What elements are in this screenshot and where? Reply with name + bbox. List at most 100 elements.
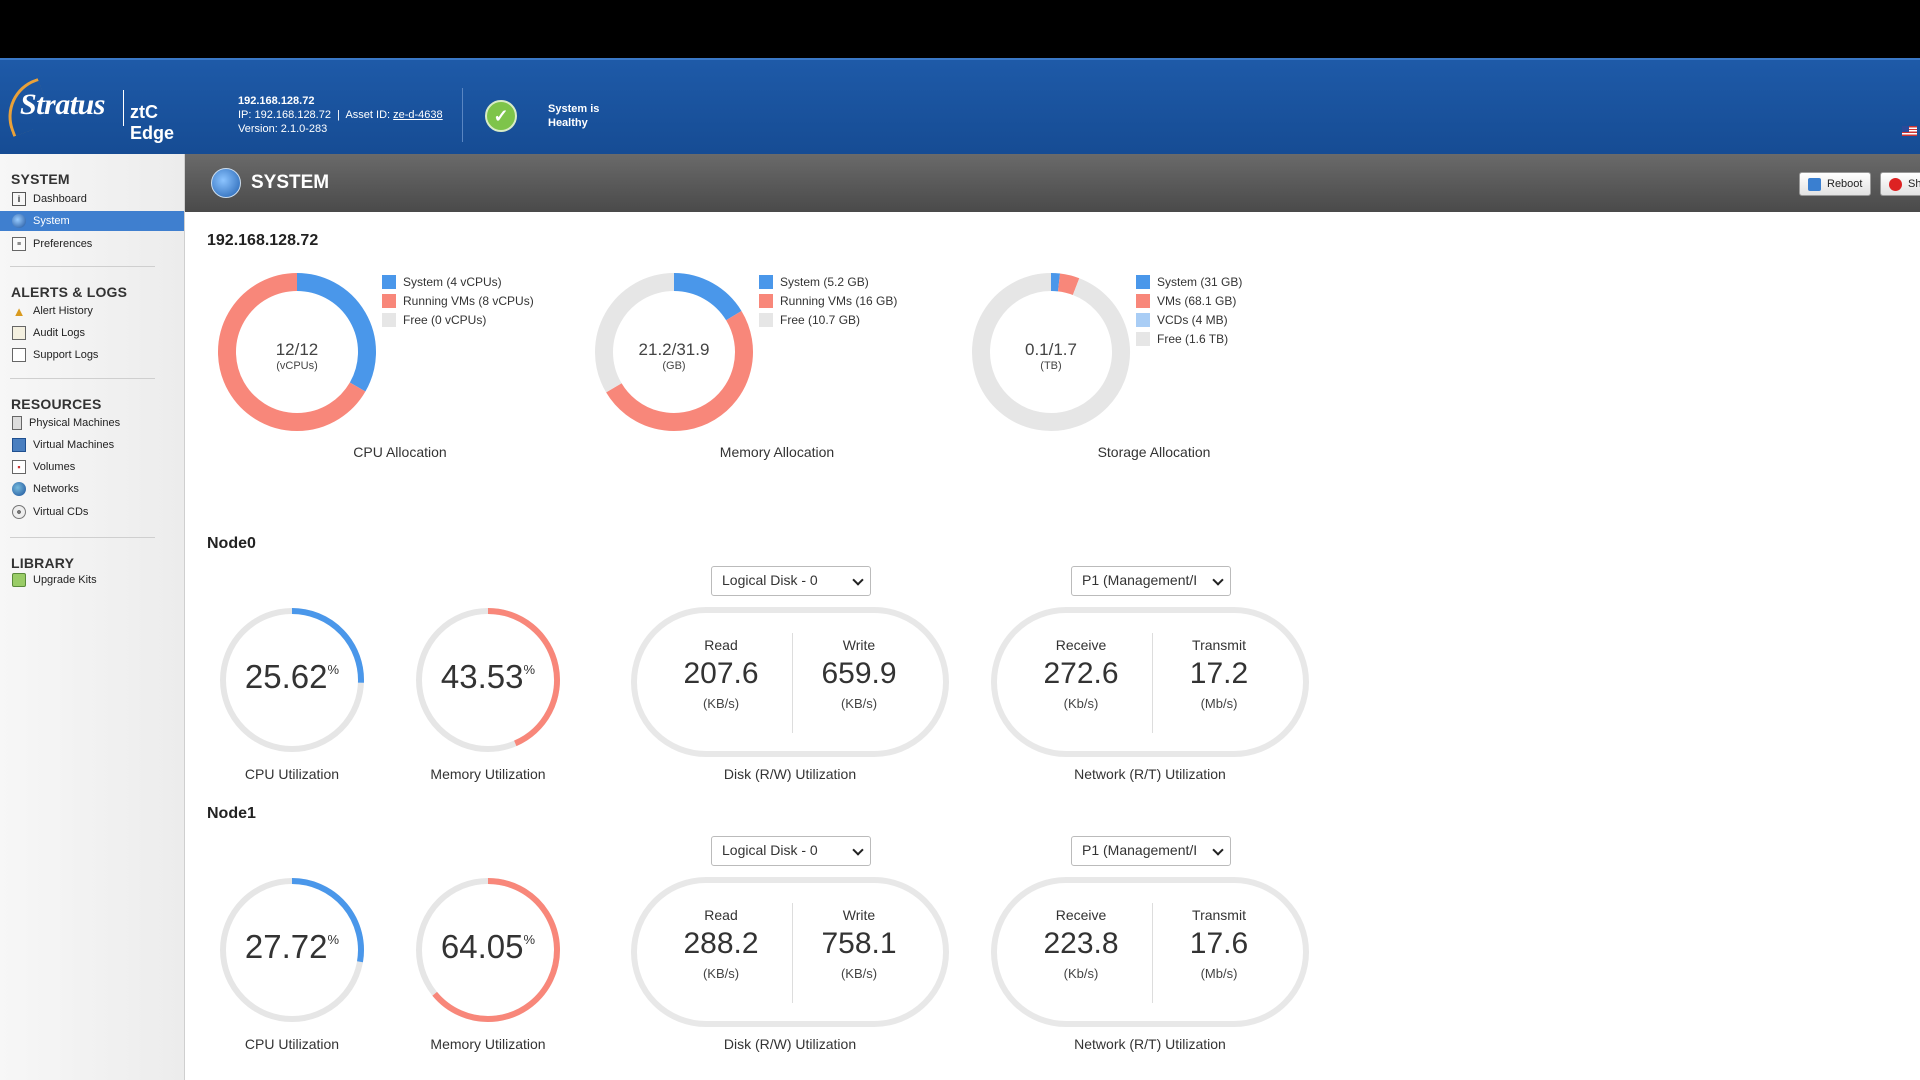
write-value: 758.1	[821, 927, 897, 960]
sidebar-item-label: Virtual CDs	[33, 506, 89, 518]
network-globe-icon	[12, 482, 26, 496]
cd-icon	[12, 505, 26, 519]
node1-network-receive: Receive 223.8 (Kb/s)	[1011, 907, 1151, 981]
node0-network-caption: Network (R/T) Utilization	[1074, 766, 1226, 782]
transmit-unit: (Mb/s)	[1200, 696, 1238, 711]
transmit-label: Transmit	[1192, 907, 1246, 923]
upgrade-kit-icon	[12, 573, 26, 587]
legend-swatch	[1136, 312, 1150, 327]
legend-item: Running VMs (8 vCPUs)	[382, 291, 534, 310]
sidebar-divider	[10, 537, 155, 538]
read-value: 207.6	[683, 657, 759, 690]
chevron-down-icon	[852, 574, 864, 586]
sidebar-item-virtual-machines[interactable]: Virtual Machines	[12, 435, 184, 455]
sidebar-item-label: Virtual Machines	[33, 439, 115, 451]
sidebar-divider	[10, 378, 155, 379]
node1-memory-value: 64.05%	[413, 928, 563, 966]
sidebar-section-library: LIBRARY	[11, 555, 75, 571]
alert-bell-icon: ▲	[12, 303, 26, 319]
receive-value: 223.8	[1043, 927, 1119, 960]
legend-label: System (31 GB)	[1157, 274, 1243, 289]
donut-segment	[296, 273, 376, 392]
legend-swatch	[1136, 274, 1150, 289]
node1-cpu-number: 27.72	[244, 928, 328, 965]
legend-item: System (31 GB)	[1136, 272, 1242, 291]
sidebar-item-audit-logs[interactable]: Audit Logs	[12, 323, 184, 343]
legend-item: Running VMs (16 GB)	[759, 291, 897, 310]
shutdown-button[interactable]: Shu	[1880, 172, 1920, 196]
transmit-label: Transmit	[1192, 637, 1246, 653]
server-icon	[12, 416, 22, 430]
node1-disk-select-value: Logical Disk - 0	[722, 842, 818, 858]
receive-unit: (Kb/s)	[1063, 966, 1099, 981]
donut-segment	[606, 310, 753, 431]
sidebar-section-resources: RESOURCES	[11, 396, 102, 412]
node1-disk-select[interactable]: Logical Disk - 0	[711, 836, 871, 866]
top-black-bar	[0, 0, 1920, 58]
sidebar-item-networks[interactable]: Networks	[12, 479, 184, 499]
node1-network-select[interactable]: P1 (Management/I	[1071, 836, 1231, 866]
percent-sign: %	[523, 662, 536, 677]
read-unit: (KB/s)	[702, 966, 740, 981]
sidebar-item-label: Physical Machines	[29, 417, 121, 429]
ip-asset-label: IP: 192.168.128.72 | Asset ID:	[238, 109, 394, 121]
receive-label: Receive	[1055, 637, 1107, 653]
health-status: System is Healthy	[548, 103, 600, 129]
sidebar-item-label: Volumes	[33, 461, 76, 473]
write-unit: (KB/s)	[840, 696, 878, 711]
system-info: 192.168.128.72 IP: 192.168.128.72 | Asse…	[238, 94, 443, 136]
sidebar: SYSTEM i Dashboard System ≡ Preferences AL…	[0, 154, 185, 1080]
page-title: SYSTEM	[251, 172, 330, 193]
pill-divider	[1152, 903, 1153, 1003]
percent-sign: %	[523, 932, 536, 947]
donut-segment	[595, 273, 675, 393]
globe-icon	[12, 214, 26, 228]
memory-allocation-caption: Memory Allocation	[719, 444, 835, 460]
donut-segment	[1057, 273, 1080, 296]
sidebar-section-alerts: ALERTS & LOGS	[11, 284, 128, 300]
chevron-down-icon	[852, 844, 864, 856]
shutdown-label: Shu	[1908, 178, 1920, 190]
node0-disk-select[interactable]: Logical Disk - 0	[711, 566, 871, 596]
reboot-button[interactable]: Reboot	[1799, 172, 1872, 196]
receive-unit: (Kb/s)	[1063, 696, 1099, 711]
node0-network-select-value: P1 (Management/I	[1082, 572, 1198, 588]
node0-disk-caption: Disk (R/W) Utilization	[723, 766, 857, 782]
sidebar-item-volumes[interactable]: ▪ Volumes	[12, 457, 184, 477]
memory-allocation-value: 21.2/31.9	[638, 340, 710, 359]
sidebar-item-upgrade-kits[interactable]: Upgrade Kits	[12, 570, 184, 590]
cpu-allocation-caption: CPU Allocation	[353, 444, 447, 460]
asset-id-link[interactable]: ze-d-4638	[393, 109, 443, 121]
reboot-label: Reboot	[1827, 178, 1863, 190]
node1-network-caption: Network (R/T) Utilization	[1074, 1036, 1226, 1052]
node1-memory-caption: Memory Utilization	[430, 1036, 546, 1052]
sidebar-item-label: System	[33, 215, 70, 227]
read-unit: (KB/s)	[702, 696, 740, 711]
sidebar-item-alert-history[interactable]: ▲ Alert History	[12, 301, 184, 321]
us-flag-icon[interactable]	[1902, 126, 1917, 136]
sidebar-item-support-logs[interactable]: Support Logs	[12, 345, 184, 365]
node0-network-select[interactable]: P1 (Management/I	[1071, 566, 1231, 596]
sidebar-item-virtual-cds[interactable]: Virtual CDs	[12, 502, 184, 522]
stratus-logo[interactable]: Stratus ztC Edge	[0, 78, 194, 143]
sidebar-item-dashboard[interactable]: i Dashboard	[12, 189, 184, 209]
write-unit: (KB/s)	[840, 966, 878, 981]
write-label: Write	[842, 907, 876, 923]
system-globe-icon	[211, 168, 241, 198]
node1-cpu-gauge	[220, 878, 364, 1022]
node1-disk-read: Read 288.2 (KB/s)	[651, 907, 791, 981]
sidebar-item-system[interactable]: System	[0, 211, 184, 231]
percent-sign: %	[327, 932, 340, 947]
sidebar-item-physical-machines[interactable]: Physical Machines	[12, 413, 184, 433]
node0-cpu-gauge	[220, 608, 364, 752]
node0-cpu-value: 25.62%	[217, 658, 367, 696]
sidebar-item-preferences[interactable]: ≡ Preferences	[12, 234, 184, 254]
donut-segment	[673, 273, 742, 321]
legend-label: Free (0 vCPUs)	[403, 312, 487, 327]
logo-brand: Stratus	[20, 88, 105, 121]
sidebar-item-label: Support Logs	[33, 349, 99, 361]
read-label: Read	[704, 907, 738, 923]
logo-product: ztC Edge	[130, 102, 175, 143]
memory-allocation-unit: (GB)	[662, 360, 686, 372]
node1-cpu-value: 27.72%	[217, 928, 367, 966]
